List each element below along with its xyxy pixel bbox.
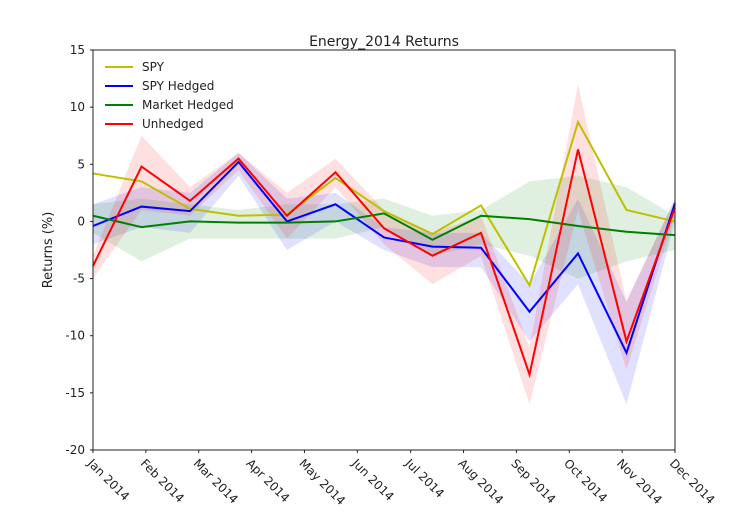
legend-label: Unhedged xyxy=(142,117,204,131)
y-tick-label: 5 xyxy=(77,157,85,171)
legend-label: SPY xyxy=(142,60,165,74)
y-tick-label: -5 xyxy=(73,272,85,286)
confidence-band xyxy=(93,84,675,405)
legend-label: Market Hedged xyxy=(142,98,234,112)
y-tick-label: -15 xyxy=(65,386,85,400)
series-line xyxy=(92,160,676,356)
series-line xyxy=(92,149,676,379)
y-tick-label: 0 xyxy=(77,214,85,228)
series-line xyxy=(92,212,676,241)
y-tick-label: -20 xyxy=(65,443,85,457)
y-axis-label: Returns (%) xyxy=(41,212,56,289)
series-line xyxy=(92,119,676,288)
chart-title: Energy_2014 Returns xyxy=(309,34,459,50)
y-tick-label: 15 xyxy=(70,43,85,57)
y-tick-label: 10 xyxy=(70,100,85,114)
plot-frame xyxy=(92,49,676,451)
legend-label: SPY Hedged xyxy=(142,79,214,93)
confidence-band xyxy=(93,152,675,405)
y-tick-label: -10 xyxy=(65,329,85,343)
